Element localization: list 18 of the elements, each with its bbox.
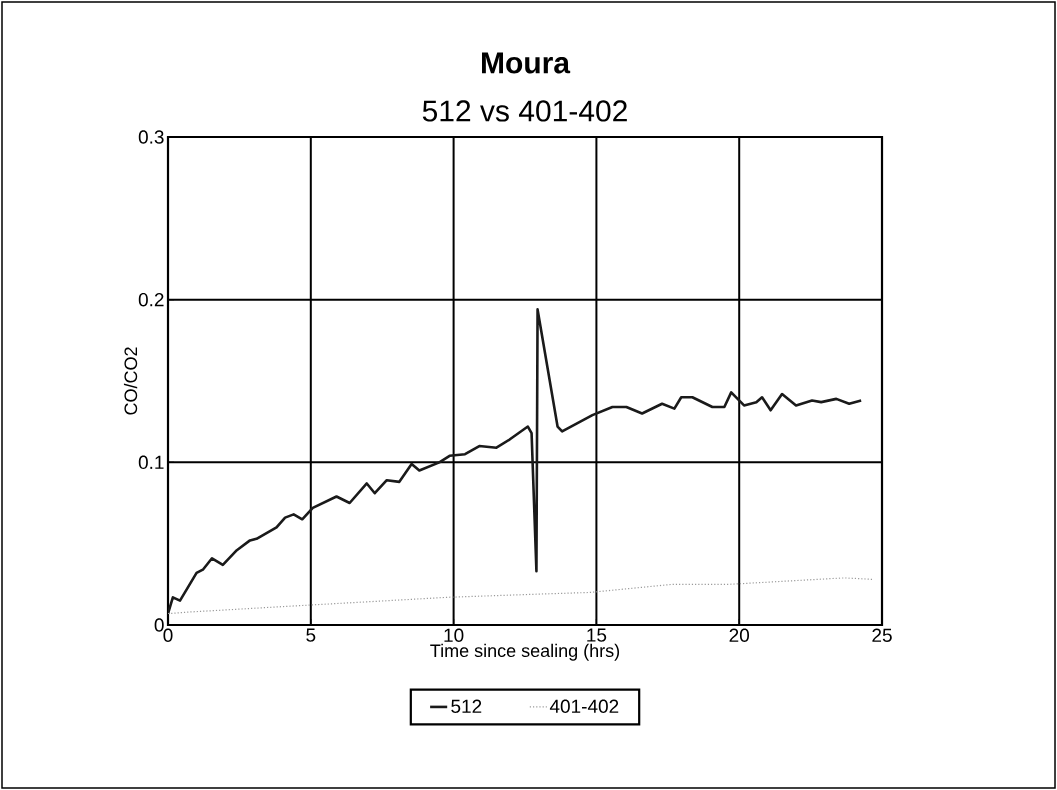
x-tick-label: 15	[587, 628, 607, 642]
x-tick-label: 10	[444, 628, 464, 642]
legend-label: 401-402	[549, 699, 619, 713]
line-series	[168, 577, 875, 615]
y-tick-label: 0.1	[138, 455, 164, 470]
y-axis-title: CO/CO2	[123, 347, 138, 415]
y-tick-label: 0.2	[138, 292, 164, 307]
chart-subtitle: 512 vs 401-402	[422, 100, 627, 122]
y-tick-label: 0	[154, 618, 164, 632]
x-tick-label: 0	[163, 628, 173, 642]
legend-label: 512	[451, 699, 482, 713]
x-tick-label: 5	[306, 628, 316, 642]
x-axis-title: Time since sealing (hrs)	[430, 643, 620, 661]
y-tick-label: 0.3	[138, 130, 164, 144]
chart-title: Moura	[482, 52, 571, 74]
line-series	[168, 308, 863, 615]
x-tick-label: 25	[872, 628, 892, 642]
x-tick-label: 20	[729, 628, 750, 642]
